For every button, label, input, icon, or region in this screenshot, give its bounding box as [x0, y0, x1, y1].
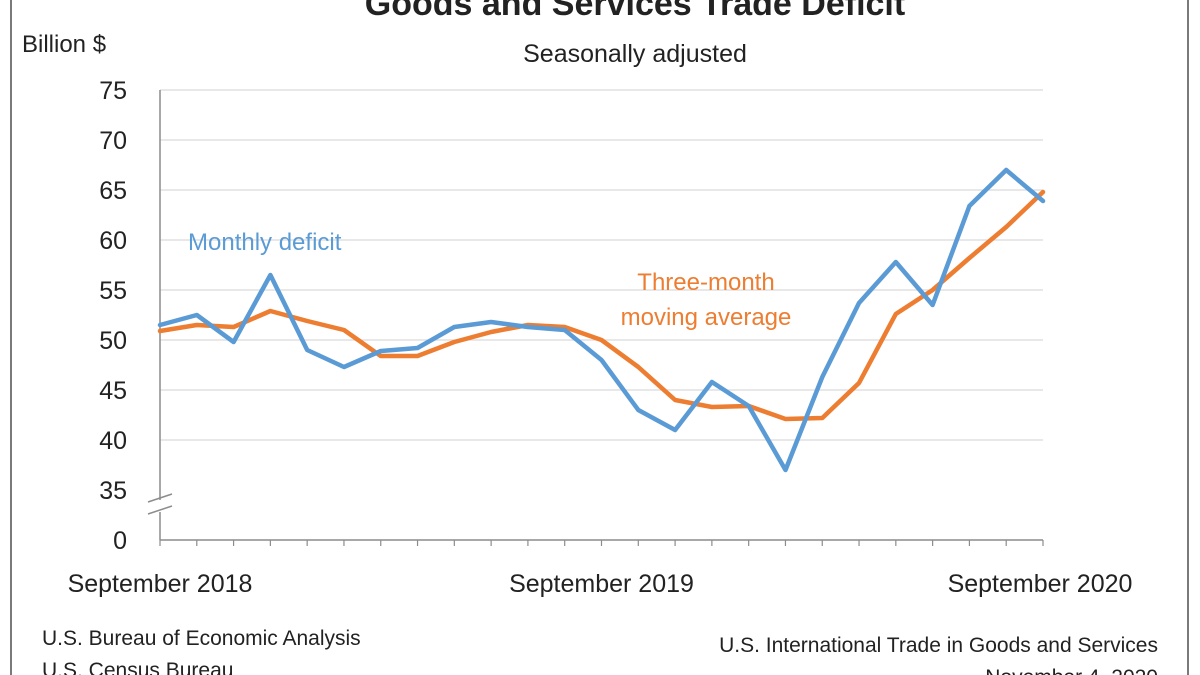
series-lines [157, 167, 1046, 473]
x-tick-label: September 2020 [948, 570, 1133, 598]
y-tick-labels: 75 70 65 60 55 50 45 40 35 0 [99, 77, 127, 555]
axes [147, 90, 1044, 546]
y-tick-label-60: 60 [99, 227, 127, 255]
chart-frame [10, 0, 1189, 675]
chart-title: Goods and Services Trade Deficit [365, 0, 905, 23]
footer-report-date: November 4, 2020 [985, 666, 1158, 675]
y-tick-label-0: 0 [113, 527, 127, 555]
footer-source-bea: U.S. Bureau of Economic Analysis [42, 627, 361, 650]
chart-subtitle: Seasonally adjusted [523, 40, 747, 68]
annotation-three-month: Three-month [637, 269, 774, 296]
x-tick-label: September 2018 [68, 570, 253, 598]
y-tick-label-35: 35 [99, 477, 127, 505]
series-line-monthly-deficit [157, 167, 1046, 473]
x-tick-label: September 2019 [509, 570, 694, 598]
y-axis-label: Billion $ [22, 31, 106, 58]
annotation-moving-average: moving average [621, 304, 792, 331]
y-tick-label-40: 40 [99, 427, 127, 455]
y-tick-label-70: 70 [99, 127, 127, 155]
x-tick-labels: September 2018 September 2019 September 20… [68, 570, 1133, 598]
axis-break-mark [147, 493, 173, 515]
y-tick-label-55: 55 [99, 277, 127, 305]
y-tick-label-50: 50 [99, 327, 127, 355]
footer-report-name: U.S. International Trade in Goods and Se… [719, 634, 1158, 657]
gridlines [160, 89, 1043, 441]
series-line-moving-average [157, 189, 1046, 422]
y-tick-label-75: 75 [99, 77, 127, 105]
footer-source-census: U.S. Census Bureau [42, 659, 233, 675]
y-tick-label-65: 65 [99, 177, 127, 205]
annotation-monthly-deficit: Monthly deficit [188, 229, 342, 256]
y-tick-label-45: 45 [99, 377, 127, 405]
